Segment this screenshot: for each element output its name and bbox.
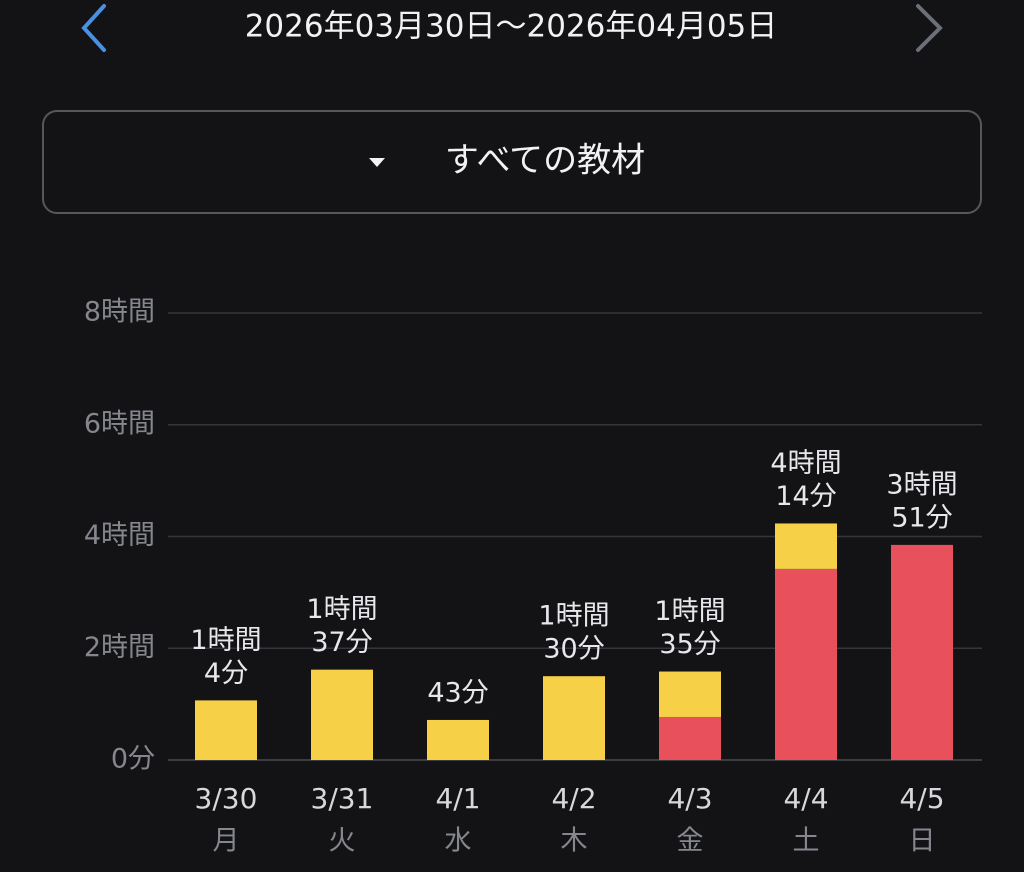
x-tick-label: 4/4 (783, 782, 828, 815)
x-tick-label: 4/1 (435, 782, 480, 815)
weekday-label: 土 (793, 826, 820, 857)
weekday-label: 木 (561, 826, 588, 857)
total-label: 14分 (775, 481, 836, 512)
next-week[interactable] (916, 4, 943, 52)
date-range: 2026年03月30日〜2026年04月05日 (245, 9, 778, 45)
y-tick-label: 8時間 (84, 297, 155, 328)
bar-segment (195, 700, 257, 760)
total-label: 3時間 (886, 469, 957, 500)
total-label: 37分 (311, 627, 372, 658)
weekday-label: 金 (677, 826, 704, 857)
total-label: 1時間 (306, 594, 377, 625)
total-label: 43分 (427, 677, 488, 708)
total-label: 30分 (543, 634, 604, 665)
x-tick-label: 4/2 (551, 782, 596, 815)
y-tick-label: 6時間 (84, 408, 155, 439)
dropdown-caret (369, 158, 385, 167)
weekday-label: 月 (213, 826, 240, 857)
chart: 0分2時間4時間6時間8時間3/30月1時間4分3/31火1時間37分4/1水4… (84, 297, 982, 857)
weekday-label: 日 (909, 826, 936, 857)
weekday-label: 火 (329, 826, 356, 857)
x-tick-label: 4/5 (899, 782, 944, 815)
bar-segment (543, 676, 605, 760)
y-tick-label: 0分 (111, 744, 155, 775)
bar-segment (775, 523, 837, 569)
x-tick-label: 3/31 (311, 782, 374, 815)
bar-segment (311, 669, 373, 760)
bar-segment (891, 544, 953, 760)
weekday-label: 水 (445, 826, 472, 857)
total-label: 1時間 (654, 596, 725, 627)
x-tick-label: 4/3 (667, 782, 712, 815)
filter-label: すべての教材 (445, 141, 645, 181)
total-label: 51分 (891, 502, 952, 533)
bar-segment (427, 719, 489, 760)
bar-segment (659, 671, 721, 717)
bar-segment (775, 568, 837, 760)
total-label: 4時間 (770, 448, 841, 479)
x-tick-label: 3/30 (195, 782, 258, 815)
prev-week[interactable] (81, 4, 106, 52)
y-tick-label: 2時間 (84, 632, 155, 663)
y-tick-label: 4時間 (84, 520, 155, 551)
filter-dropdown[interactable] (42, 110, 982, 214)
total-label: 35分 (659, 629, 720, 660)
total-label: 1時間 (538, 601, 609, 632)
total-label: 4分 (204, 658, 248, 689)
total-label: 1時間 (190, 625, 261, 656)
bar-segment (659, 716, 721, 760)
